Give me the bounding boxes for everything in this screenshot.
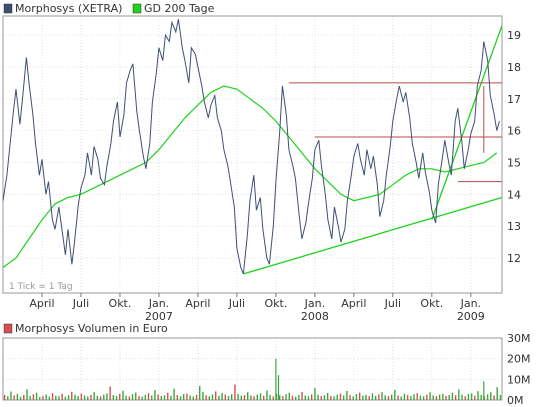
- legend-volume: Morphosys Volumen in Euro: [3, 322, 168, 335]
- price-y-axis: 12 13 14 15 16 17 18 19: [507, 29, 521, 265]
- volume-y-tick-label: 20M: [507, 353, 531, 366]
- legend-swatch-ma200: [132, 3, 142, 14]
- price-y-tick-label: 13: [507, 220, 521, 233]
- volume-y-tick-label: 0M: [507, 394, 524, 407]
- ma200-line: [2, 85, 498, 268]
- price-y-tick-label: 12: [507, 252, 521, 265]
- price-x-year-label: 2008: [301, 310, 329, 323]
- price-y-tick-label: 17: [507, 93, 521, 106]
- price-x-axis: April Juli Okt. Jan. April Juli Okt. Jan. April J…: [29, 293, 485, 323]
- price-y-tick-label: 14: [507, 188, 521, 201]
- price-x-tick-label: Juli: [228, 297, 245, 310]
- price-x-tick-label: Jan.: [148, 297, 169, 310]
- legend-label-ma200: GD 200 Tage: [144, 2, 215, 15]
- price-grid: [3, 16, 502, 293]
- annotation-trend-line: [243, 196, 503, 275]
- price-x-tick-label: April: [341, 297, 366, 310]
- price-x-tick-label: Okt.: [420, 297, 443, 310]
- price-y-tick-label: 18: [507, 61, 521, 74]
- legend-top: Morphosys (XETRA) GD 200 Tage: [3, 2, 215, 15]
- legend-swatch-volume: [3, 323, 13, 334]
- volume-plot-frame: [2, 337, 503, 401]
- price-x-tick-label: Juli: [384, 297, 401, 310]
- legend-label-volume: Morphosys Volumen in Euro: [15, 322, 168, 335]
- price-plot-frame: [2, 15, 503, 294]
- price-line: [2, 19, 500, 275]
- price-y-tick-label: 19: [507, 29, 521, 42]
- legend-swatch-price: [3, 3, 13, 14]
- price-x-tick-label: Okt.: [109, 297, 132, 310]
- price-y-tick-label: 15: [507, 156, 521, 169]
- volume-y-axis: 0M 10M 20M 30M: [507, 332, 531, 407]
- price-x-tick-label: Jan.: [460, 297, 481, 310]
- trend-annotations: [243, 25, 503, 275]
- price-x-tick-label: Okt.: [264, 297, 287, 310]
- volume-bars: [3, 358, 502, 400]
- price-x-tick-label: April: [29, 297, 54, 310]
- price-x-tick-label: Juli: [72, 297, 89, 310]
- annotation-trend-line: [431, 25, 503, 220]
- volume-grid: [3, 337, 502, 400]
- legend-label-price: Morphosys (XETRA): [15, 2, 122, 15]
- price-x-tick-label: Jan.: [304, 297, 325, 310]
- price-y-tick-label: 16: [507, 125, 521, 138]
- price-x-year-label: 2007: [145, 310, 173, 323]
- volume-y-tick-label: 30M: [507, 332, 531, 345]
- price-x-tick-label: April: [185, 297, 210, 310]
- price-x-year-label: 2009: [457, 310, 485, 323]
- tick-note: 1 Tick = 1 Tag: [9, 282, 73, 292]
- volume-y-tick-label: 10M: [507, 373, 531, 386]
